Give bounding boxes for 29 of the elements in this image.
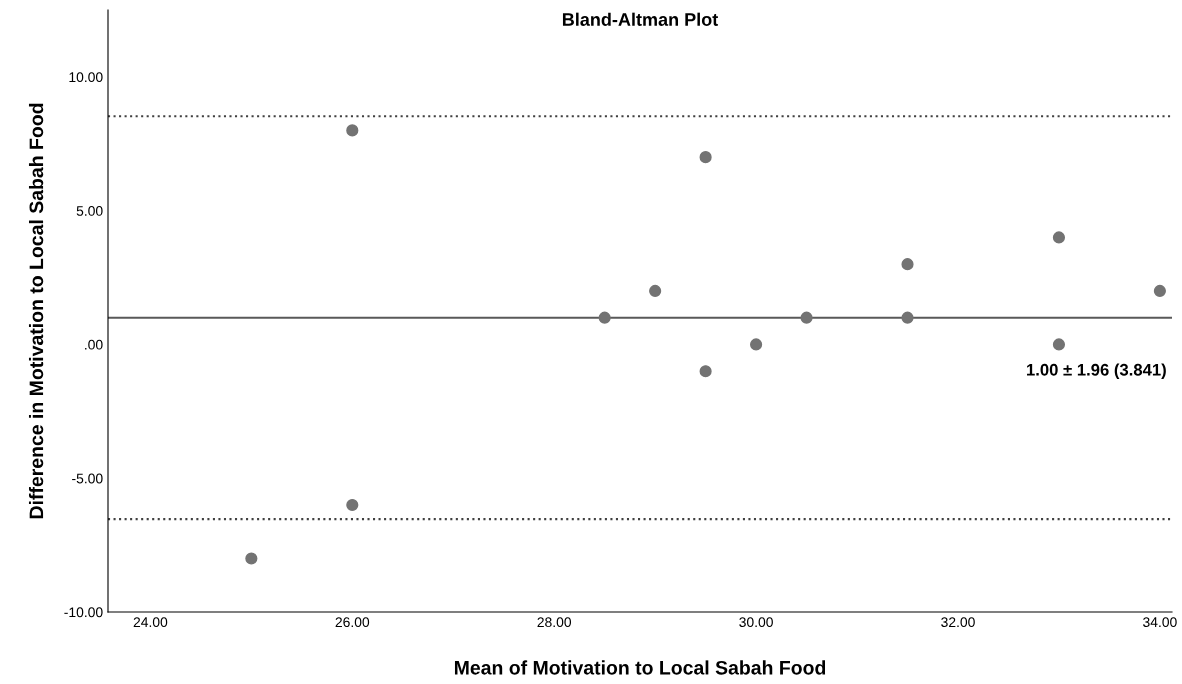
- y-tick-label: .00: [85, 339, 103, 350]
- annotation: 1.00 ± 1.96 (3.841): [1027, 363, 1166, 379]
- y-tick-label: 5.00: [76, 206, 103, 216]
- point: [245, 552, 258, 565]
- x-axis-title: Mean of Motivation to Local Sabah Food: [454, 660, 826, 675]
- point: [699, 151, 712, 164]
- y-tick-label: 10.00: [69, 72, 103, 83]
- point: [1052, 231, 1066, 244]
- point: [346, 124, 359, 137]
- point: [800, 311, 813, 324]
- x-tick-label: 24.00: [133, 617, 168, 628]
- y-tick-label: -5.00: [72, 473, 103, 484]
- point: [649, 284, 662, 298]
- chart-title: Bland-Altman Plot: [562, 12, 719, 26]
- point: [1153, 284, 1166, 298]
- point: [901, 311, 914, 324]
- point: [901, 258, 914, 271]
- x-tick-label: 32.00: [941, 617, 975, 628]
- point: [346, 498, 359, 512]
- x-tick-label: 28.00: [537, 617, 572, 628]
- x-tick-label: 34.00: [1143, 617, 1177, 628]
- y-axis-title: Difference in Motivation to Local Sabah Food: [28, 103, 44, 519]
- y-tick-label: -10.00: [64, 607, 103, 618]
- point: [750, 338, 763, 351]
- x-tick-label: 30.00: [739, 617, 773, 628]
- x-tick-label: 26.00: [335, 617, 370, 628]
- point: [699, 365, 712, 378]
- point: [1052, 338, 1066, 351]
- point: [598, 311, 611, 324]
